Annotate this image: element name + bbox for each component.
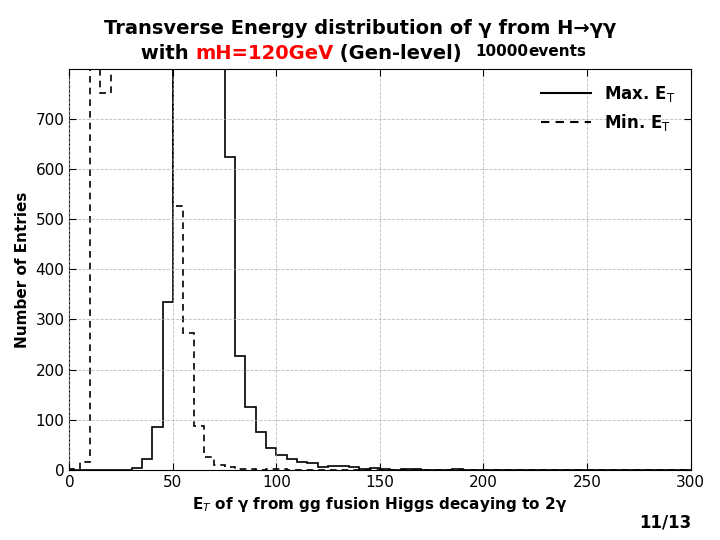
- Text: Transverse Energy distribution of γ from H→γγ: Transverse Energy distribution of γ from…: [104, 19, 616, 38]
- Text: events: events: [528, 44, 586, 59]
- Legend: Max. E$_\mathrm{T}$, Min. E$_\mathrm{T}$: Max. E$_\mathrm{T}$, Min. E$_\mathrm{T}$: [534, 77, 682, 140]
- Text: 10000: 10000: [475, 44, 528, 59]
- Text: (Gen-level): (Gen-level): [333, 44, 475, 63]
- X-axis label: E$_T$ of γ from gg fusion Higgs decaying to 2γ: E$_T$ of γ from gg fusion Higgs decaying…: [192, 495, 567, 514]
- Text: with: with: [134, 44, 195, 63]
- Y-axis label: Number of Entries: Number of Entries: [15, 191, 30, 348]
- Text: 11/13: 11/13: [639, 514, 691, 532]
- Text: mH=120GeV: mH=120GeV: [195, 44, 333, 63]
